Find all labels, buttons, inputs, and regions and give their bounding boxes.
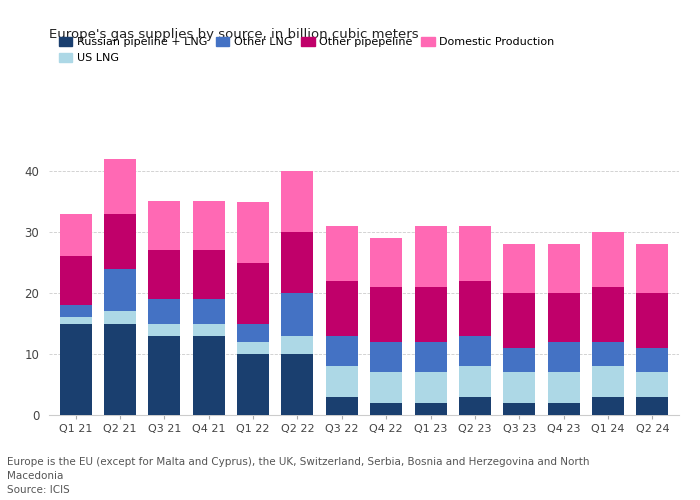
- Bar: [193, 324, 225, 336]
- Bar: [326, 281, 358, 336]
- Text: Europe is the EU (except for Malta and Cyprus), the UK, Switzerland, Serbia, Bos: Europe is the EU (except for Malta and C…: [7, 457, 589, 495]
- Bar: [237, 202, 269, 262]
- Bar: [414, 372, 447, 403]
- Bar: [592, 366, 624, 396]
- Bar: [237, 324, 269, 342]
- Bar: [636, 372, 668, 396]
- Bar: [414, 226, 447, 287]
- Bar: [326, 226, 358, 281]
- Bar: [547, 372, 580, 403]
- Bar: [148, 202, 181, 250]
- Bar: [60, 256, 92, 305]
- Bar: [414, 403, 447, 415]
- Bar: [281, 232, 314, 293]
- Bar: [60, 318, 92, 324]
- Bar: [547, 403, 580, 415]
- Bar: [547, 293, 580, 342]
- Legend: Russian pipeline + LNG, US LNG, Other LNG, Other pipepeline, Domestic Production: Russian pipeline + LNG, US LNG, Other LN…: [55, 32, 559, 68]
- Bar: [414, 287, 447, 342]
- Bar: [281, 336, 314, 354]
- Bar: [148, 324, 181, 336]
- Bar: [503, 348, 536, 372]
- Bar: [237, 342, 269, 354]
- Bar: [547, 342, 580, 372]
- Bar: [104, 268, 136, 312]
- Bar: [60, 214, 92, 256]
- Bar: [459, 396, 491, 415]
- Bar: [237, 262, 269, 324]
- Bar: [459, 336, 491, 366]
- Bar: [148, 299, 181, 324]
- Bar: [370, 287, 402, 342]
- Bar: [237, 354, 269, 415]
- Bar: [60, 324, 92, 415]
- Bar: [503, 244, 536, 293]
- Bar: [592, 287, 624, 342]
- Bar: [459, 281, 491, 336]
- Bar: [148, 336, 181, 415]
- Bar: [193, 202, 225, 250]
- Bar: [547, 244, 580, 293]
- Bar: [60, 305, 92, 318]
- Bar: [459, 226, 491, 281]
- Bar: [326, 336, 358, 366]
- Bar: [459, 366, 491, 396]
- Bar: [414, 342, 447, 372]
- Bar: [636, 244, 668, 293]
- Bar: [148, 250, 181, 299]
- Bar: [281, 354, 314, 415]
- Bar: [104, 324, 136, 415]
- Bar: [636, 293, 668, 348]
- Bar: [592, 232, 624, 287]
- Bar: [503, 403, 536, 415]
- Bar: [326, 396, 358, 415]
- Bar: [636, 348, 668, 372]
- Bar: [281, 171, 314, 232]
- Bar: [326, 366, 358, 396]
- Bar: [370, 238, 402, 287]
- Bar: [193, 299, 225, 324]
- Bar: [104, 159, 136, 214]
- Bar: [370, 342, 402, 372]
- Text: Europe's gas supplies by source, in billion cubic meters: Europe's gas supplies by source, in bill…: [49, 28, 419, 41]
- Bar: [592, 342, 624, 366]
- Bar: [104, 214, 136, 268]
- Bar: [281, 293, 314, 336]
- Bar: [503, 293, 536, 348]
- Bar: [193, 250, 225, 299]
- Bar: [193, 336, 225, 415]
- Bar: [636, 396, 668, 415]
- Bar: [104, 312, 136, 324]
- Bar: [503, 372, 536, 403]
- Bar: [592, 396, 624, 415]
- Bar: [370, 372, 402, 403]
- Bar: [370, 403, 402, 415]
